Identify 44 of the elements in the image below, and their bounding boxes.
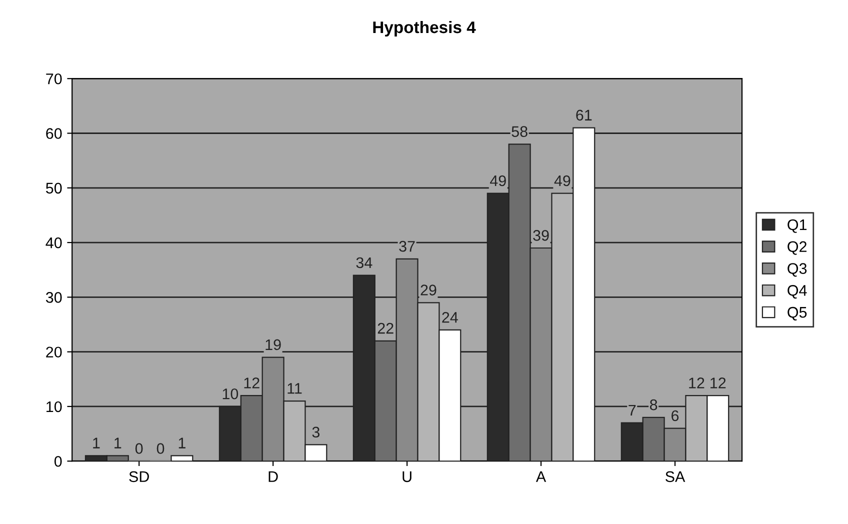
y-tick-label: 70: [46, 73, 62, 84]
data-label: 0: [135, 443, 143, 454]
data-label: 39: [533, 230, 549, 241]
x-tick-label: SD: [129, 471, 149, 482]
data-label: 24: [442, 312, 458, 323]
y-tick-label: 20: [46, 346, 62, 358]
legend-label: Q5: [788, 306, 807, 320]
x-tick-label: U: [402, 471, 412, 482]
y-tick-label: 50: [46, 182, 62, 194]
data-label: 12: [244, 378, 260, 388]
data-label: 11: [288, 383, 302, 394]
y-tick-label: 30: [46, 292, 62, 303]
y-tick-label: 0: [54, 456, 62, 467]
legend-label: Q4: [788, 285, 807, 299]
data-label: 61: [576, 110, 592, 121]
data-label: 12: [710, 378, 726, 388]
data-label: 22: [378, 322, 394, 334]
data-label: 0: [156, 443, 164, 454]
y-tick-label: 10: [46, 401, 62, 412]
data-label: 37: [399, 240, 415, 252]
x-tick-label: SA: [666, 471, 686, 482]
y-tick-label: 60: [46, 128, 62, 139]
legend-label: Q2: [788, 241, 807, 255]
data-label: 34: [356, 257, 372, 268]
legend-label: Q1: [788, 219, 807, 233]
data-label: 19: [266, 339, 281, 350]
data-label: 1: [93, 438, 100, 448]
data-label: 1: [114, 438, 122, 448]
data-label: 8: [650, 399, 658, 410]
legend-label: Q3: [788, 263, 807, 277]
data-label: 7: [628, 405, 636, 416]
data-label: 3: [312, 426, 320, 438]
data-label: 49: [554, 175, 570, 186]
data-label: 49: [490, 175, 506, 186]
data-label: 29: [420, 284, 436, 296]
data-label: 12: [689, 378, 704, 388]
data-label: 58: [512, 126, 528, 137]
data-label: 6: [672, 410, 679, 422]
data-label: 1: [178, 438, 186, 448]
y-tick-label: 40: [46, 237, 62, 248]
chart-title: Hypothesis 4: [373, 20, 476, 36]
x-tick-label: A: [536, 471, 546, 482]
x-tick-label: D: [268, 471, 278, 482]
data-label: 10: [222, 388, 238, 400]
